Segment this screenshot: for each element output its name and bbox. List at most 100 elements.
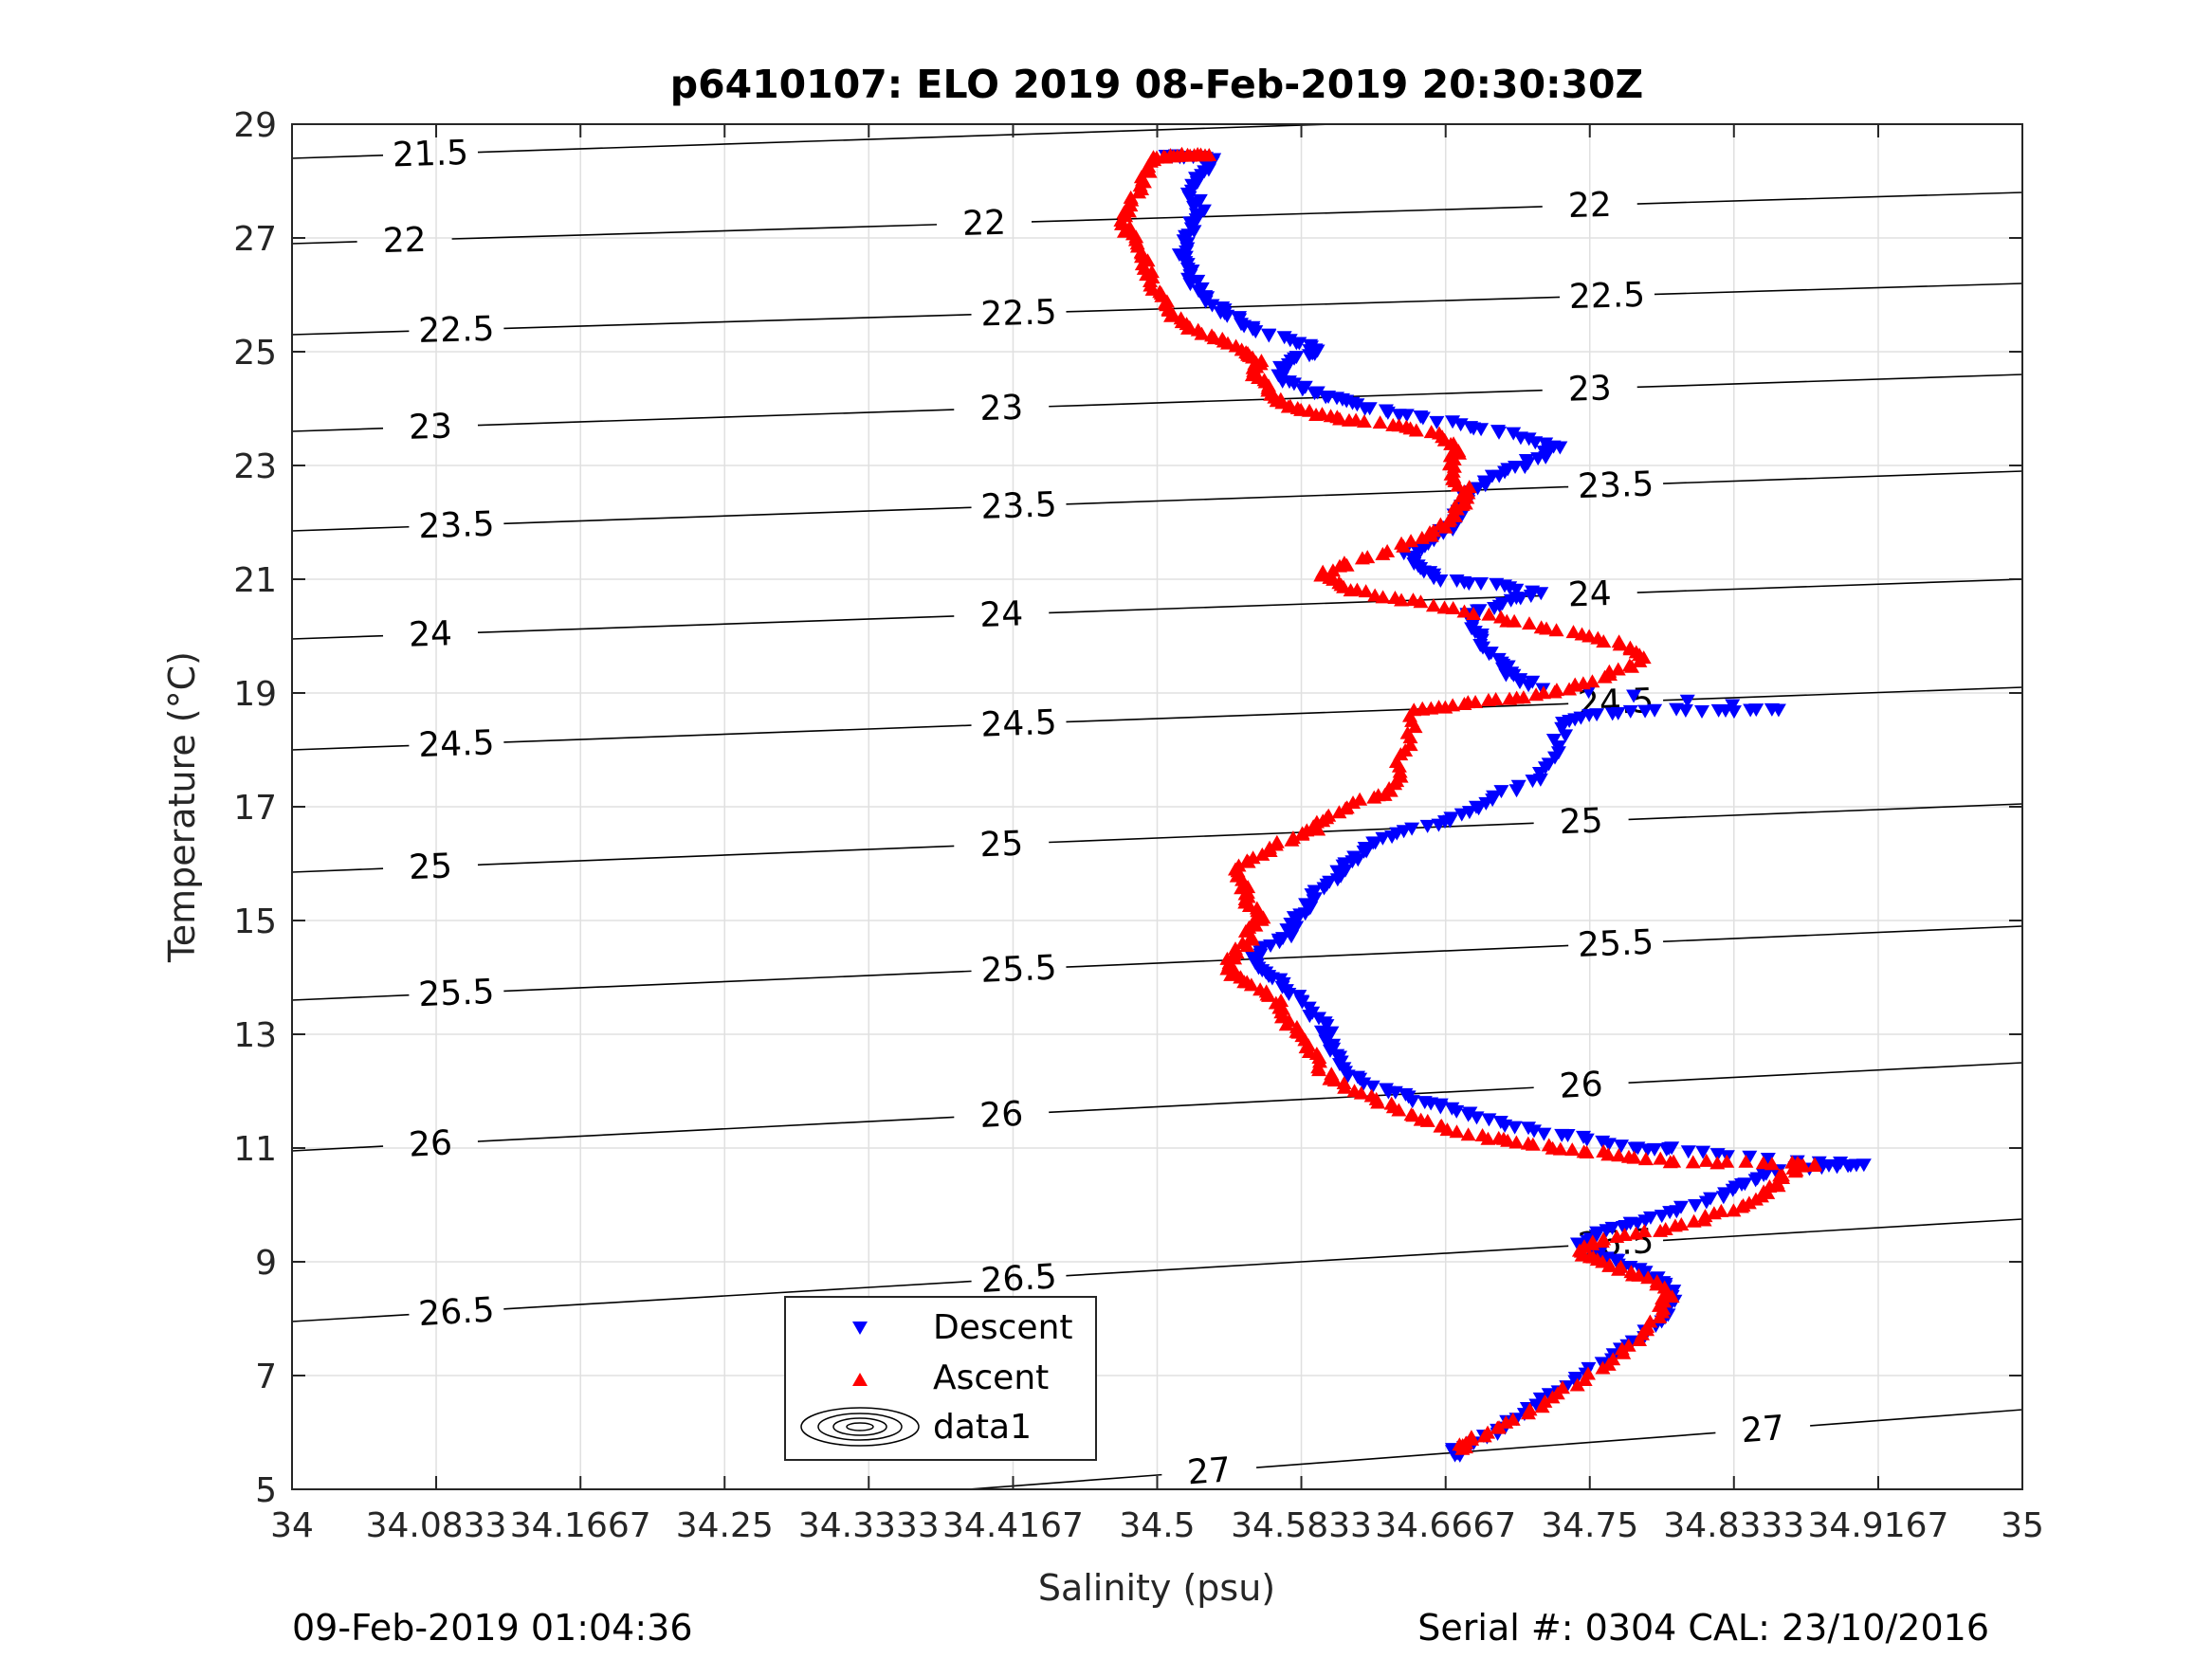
isopycnal-label: 25.5	[417, 973, 495, 1014]
x-tick-label: 34.1667	[510, 1506, 651, 1545]
x-tick-label: 34.9167	[1808, 1506, 1949, 1545]
descent-point	[1673, 1200, 1689, 1214]
ascent-point	[1331, 805, 1347, 819]
descent-point	[1658, 1143, 1674, 1158]
ascent-point	[1719, 1154, 1735, 1168]
descent-point	[1642, 1211, 1658, 1225]
ascent-point	[1610, 662, 1626, 676]
isopycnal-line	[477, 124, 1354, 154]
isopycnal-line	[292, 241, 357, 245]
y-tick-label: 11	[233, 1130, 277, 1169]
chart-title: p6410107: ELO 2019 08-Feb-2019 20:30:30Z	[670, 62, 1644, 107]
ascent-point	[1399, 725, 1416, 739]
descent-point	[1510, 779, 1526, 793]
descent-point	[1444, 1102, 1460, 1116]
descent-point	[1322, 875, 1338, 889]
data-series	[1113, 146, 1872, 1463]
isopycnal-line	[1049, 822, 1534, 844]
isopycnal-line	[1636, 374, 2022, 389]
isopycnal-label: 22	[962, 204, 1007, 244]
descent-point	[1680, 1145, 1696, 1159]
descent-point	[1276, 331, 1292, 345]
descent-point	[1589, 1226, 1605, 1240]
ascent-point	[1536, 685, 1552, 700]
isopycnal-line	[477, 1116, 955, 1142]
descent-point	[1463, 421, 1479, 435]
descent-point	[1462, 1106, 1478, 1121]
isopycnal-line	[503, 1280, 972, 1310]
descent-point	[1525, 585, 1541, 599]
ascent-point	[1784, 1155, 1801, 1169]
descent-point	[1483, 647, 1499, 661]
isopycnal-line	[1031, 206, 1543, 223]
y-tick-label: 13	[233, 1016, 277, 1055]
ascent-point	[1460, 1127, 1476, 1141]
y-tick-label: 5	[255, 1471, 277, 1510]
descent-point	[1654, 1210, 1670, 1224]
y-tick-label: 29	[233, 106, 277, 145]
isopycnal-line	[1049, 594, 1543, 614]
ascent-point	[1280, 399, 1296, 413]
y-tick-label: 23	[233, 447, 277, 486]
descent-point	[1541, 757, 1557, 772]
ascent-point	[1505, 1412, 1521, 1426]
ascent-point	[1774, 1168, 1790, 1182]
isopycnal-label: 27	[1740, 1409, 1786, 1450]
ascent-point	[1480, 1425, 1496, 1439]
descent-point	[1508, 460, 1524, 474]
descent-point	[1589, 708, 1605, 722]
ascent-point	[1617, 1227, 1633, 1241]
descent-point	[1289, 351, 1305, 365]
legend-ascent-marker	[852, 1373, 868, 1386]
descent-point	[1379, 1083, 1395, 1097]
isopycnal-label: 25.5	[980, 949, 1058, 991]
descent-point	[1417, 1096, 1433, 1110]
descent-point	[1298, 898, 1314, 912]
ascent-point	[1614, 1341, 1630, 1356]
ascent-point	[1234, 936, 1251, 950]
descent-point	[1310, 1012, 1326, 1026]
footer-serial-cal: Serial #: 0304 CAL: 23/10/2016	[1417, 1607, 1989, 1649]
ascent-point	[1738, 1154, 1754, 1168]
y-tick-label: 7	[255, 1358, 277, 1396]
ascent-point	[1123, 190, 1139, 204]
descent-point	[1610, 706, 1626, 720]
descent-point	[1443, 811, 1459, 826]
ascent-point	[1611, 1148, 1627, 1162]
descent-point	[1307, 884, 1323, 899]
descent-point	[1325, 1038, 1342, 1052]
ascent-point	[1372, 415, 1388, 429]
isopycnal-line	[1810, 1409, 2022, 1427]
isopycnal-line	[1049, 389, 1543, 408]
descent-point	[1695, 1145, 1711, 1159]
ascent-point	[1657, 1221, 1673, 1235]
y-tick-label: 25	[233, 334, 277, 373]
ascent-point	[1360, 550, 1376, 564]
isopycnal-line	[1662, 1218, 2022, 1242]
isopycnal-line	[1066, 944, 1569, 968]
ascent-point	[1383, 1096, 1399, 1110]
legend-contour-marker	[800, 1407, 920, 1447]
isopycnal-line	[292, 744, 410, 751]
ascent-point	[1446, 436, 1462, 450]
isopycnal-label: 22.5	[418, 310, 495, 351]
descent-point	[1760, 1153, 1776, 1167]
ascent-point	[1755, 1156, 1771, 1170]
ascent-point	[1227, 941, 1243, 956]
isopycnal-label: 25	[1559, 801, 1603, 842]
descent-point	[1378, 404, 1394, 418]
ascent-point	[1468, 694, 1484, 708]
ascent-point	[1741, 1195, 1757, 1210]
legend-box	[784, 1296, 1097, 1461]
isopycnal-label: 24	[979, 594, 1024, 635]
legend: Descent Ascent data1	[784, 1296, 1097, 1461]
descent-point	[1346, 850, 1362, 865]
descent-point	[1232, 311, 1248, 325]
ascent-point	[1336, 556, 1352, 570]
isopycnal-label: 26	[978, 1095, 1024, 1136]
isopycnal-line	[1628, 1062, 2022, 1084]
descent-point	[1614, 1139, 1630, 1154]
isopycnal-line	[1663, 470, 2022, 484]
y-tick-label: 27	[233, 220, 277, 259]
descent-point	[1554, 1128, 1570, 1142]
